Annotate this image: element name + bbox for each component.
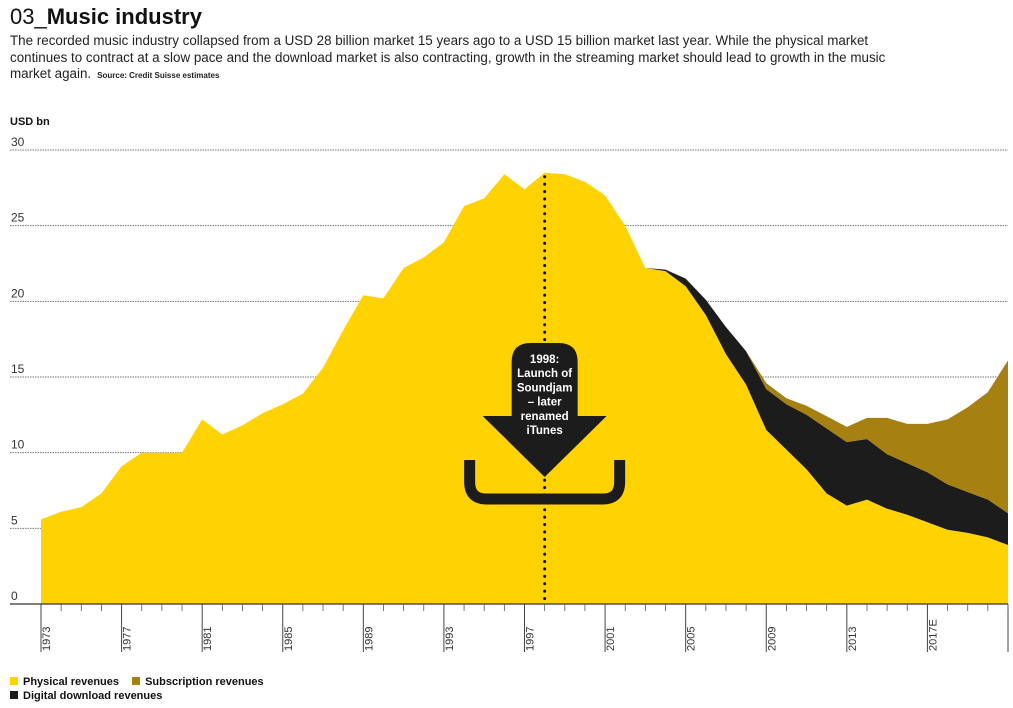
legend-swatch-subscription	[132, 677, 141, 685]
legend-item-physical: Physical revenues	[10, 675, 119, 689]
x-tick-label-1977: 1977	[122, 627, 134, 651]
y-tick-label-5: 5	[11, 513, 18, 527]
x-tick-label-2017E: 2017E	[927, 619, 939, 651]
y-tick-label-15: 15	[11, 362, 25, 376]
legend-swatch-download	[10, 691, 18, 699]
y-tick-label-10: 10	[11, 438, 25, 452]
y-tick-label-20: 20	[11, 286, 25, 300]
x-tick-label-2005: 2005	[686, 627, 698, 651]
x-tick-label-2009: 2009	[766, 627, 778, 651]
chart-title: 03_Music industry	[10, 4, 202, 30]
annotation-text-line-3: Soundjam	[517, 382, 573, 394]
legend-label-subscription: Subscription revenues	[145, 676, 264, 688]
area-download	[41, 172, 1008, 545]
annotation-group: 1998: Launch of Soundjam – later renamed iTun…	[464, 175, 626, 604]
axes: 1973 1977 1981 1985 1989 1993 1997 2001 2005 2009…	[10, 603, 1009, 652]
x-tick-label-2013: 2013	[847, 627, 859, 651]
legend-swatch-physical	[10, 677, 18, 685]
annotation-text-line-2: Launch of	[517, 368, 572, 380]
x-tick-label-1973: 1973	[41, 627, 53, 651]
y-axis-label: USD bn	[10, 116, 50, 128]
annotation-text-line-1: 1998:	[530, 354, 559, 366]
legend: Physical revenues Subscription revenues …	[10, 675, 274, 703]
legend-label-download: Digital download revenues	[23, 690, 163, 702]
y-tick-label-30: 30	[11, 135, 25, 149]
x-tick-label-1989: 1989	[363, 627, 375, 651]
annotation-text-line-6: iTunes	[527, 425, 563, 437]
legend-item-subscription: Subscription revenues	[132, 675, 264, 689]
x-tick-label-1993: 1993	[444, 627, 456, 651]
y-tick-label-0: 0	[11, 589, 18, 603]
chart-name: Music industry	[46, 4, 202, 29]
download-arrow-icon	[482, 343, 607, 477]
legend-label-physical: Physical revenues	[23, 676, 120, 688]
x-tick-label-1985: 1985	[283, 627, 295, 651]
y-tick-label-25: 25	[11, 211, 25, 225]
x-tick-label-2001: 2001	[605, 627, 617, 651]
source-note: Source: Credit Suisse estimates	[97, 71, 220, 80]
chart-number: 03_	[10, 4, 47, 29]
chart-description: The recorded music industry collapsed fr…	[10, 33, 910, 85]
annotation-text-line-4: – later	[528, 397, 562, 409]
x-tick-label-1997: 1997	[525, 627, 537, 651]
annotation-text-line-5: renamed	[521, 411, 569, 423]
legend-item-download: Digital download revenues	[10, 689, 162, 703]
description-text: The recorded music industry collapsed fr…	[10, 33, 886, 81]
x-tick-label-1981: 1981	[202, 627, 214, 651]
download-tray-icon	[464, 460, 626, 505]
